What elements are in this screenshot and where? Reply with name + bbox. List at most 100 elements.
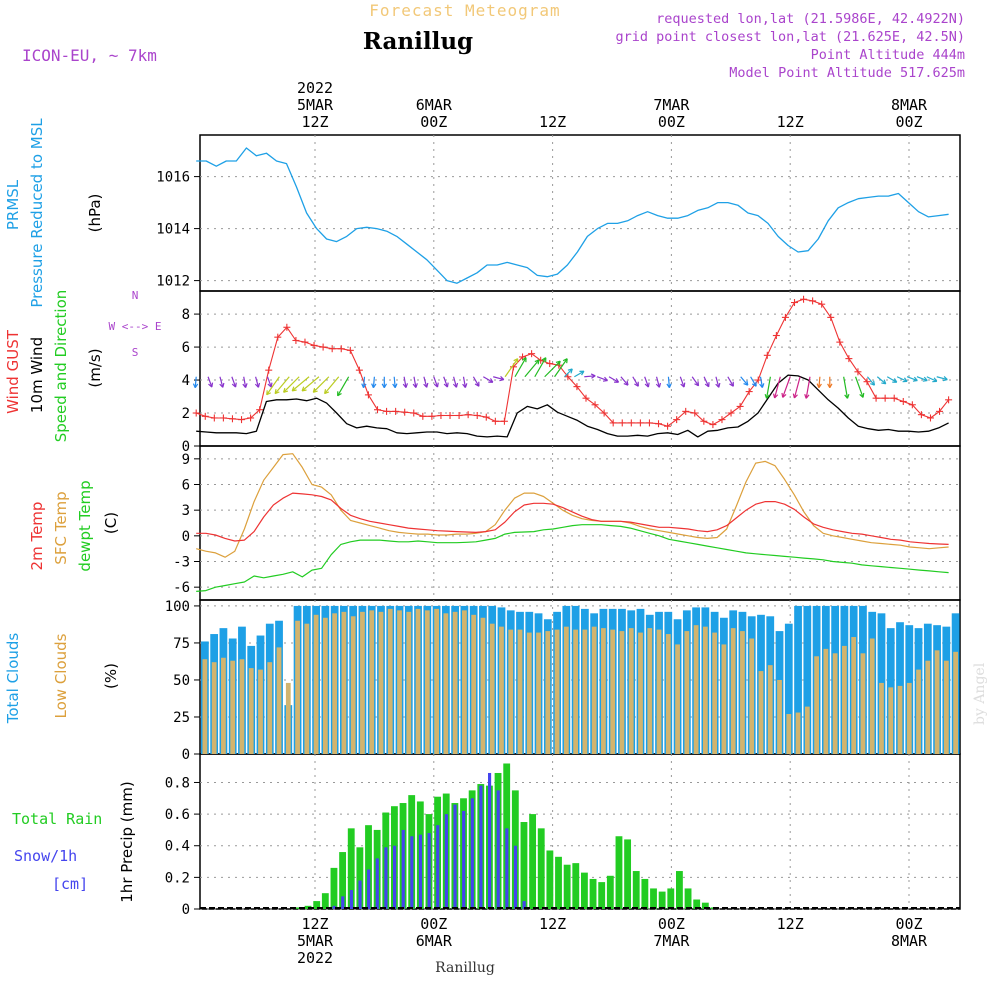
ytick-label-pressure: 1016 xyxy=(156,170,190,186)
low-cloud-bar xyxy=(888,687,894,754)
gust-marker xyxy=(854,368,862,376)
wind-direction-arrow xyxy=(192,376,199,389)
total-rain-label: Total Rain xyxy=(12,810,102,828)
gust-marker xyxy=(364,391,372,399)
gust-marker xyxy=(763,351,771,359)
low-cloud-bar xyxy=(369,610,375,754)
wind-direction-arrow xyxy=(916,376,928,382)
wind-direction-arrow xyxy=(772,376,781,399)
wind-direction-arrow xyxy=(644,376,650,388)
wind-direction-arrow xyxy=(266,376,280,396)
pressure-label-msl: Pressure Reduced to MSL xyxy=(28,118,46,308)
temp-unit-label: (C) xyxy=(102,512,120,534)
low-cloud-bar xyxy=(202,659,208,754)
low-cloud-bar xyxy=(693,625,699,754)
low-cloud-bar xyxy=(832,653,838,754)
gust-marker xyxy=(482,413,490,421)
snow-bar xyxy=(496,790,500,909)
ytick-label-temperature: 0 xyxy=(182,529,190,545)
gust-marker xyxy=(455,411,463,419)
low-cloud-bar xyxy=(610,629,616,754)
wind-direction-arrow xyxy=(620,376,629,386)
chart-marks xyxy=(192,147,960,909)
total-clouds-label: Total Clouds xyxy=(4,633,22,725)
low-cloud-bar xyxy=(953,651,958,754)
low-cloud-bar xyxy=(563,626,569,754)
gust-marker xyxy=(292,336,300,344)
ytick-label-wind: 4 xyxy=(182,373,190,389)
snow-bar xyxy=(505,828,509,909)
snow-unit-label: [cm] xyxy=(52,875,88,893)
gust-marker xyxy=(383,407,391,415)
low-cloud-bar xyxy=(230,660,236,754)
wind-direction-arrow xyxy=(906,376,918,382)
gust-marker xyxy=(419,412,427,420)
top-time-label: 7MAR xyxy=(653,96,690,114)
ytick-label-pressure: 1012 xyxy=(156,274,190,290)
rain-bar xyxy=(701,902,709,909)
wind-direction-arrow xyxy=(254,376,261,388)
low-cloud-bar xyxy=(786,714,792,754)
gust-marker xyxy=(682,407,690,415)
low-cloud-bar xyxy=(304,623,310,754)
wind-direction-arrow xyxy=(764,376,771,399)
ytick-label-precipitation: 0 xyxy=(182,902,190,918)
credit-watermark: by Angel xyxy=(972,662,988,725)
snow-bar xyxy=(393,845,397,909)
bottom-time-label: 12Z xyxy=(539,915,566,933)
top-time-label: 8MAR xyxy=(891,96,928,114)
wind-direction-arrow xyxy=(827,376,833,389)
wind-direction-arrow xyxy=(564,368,573,378)
wind-direction-arrow xyxy=(514,357,527,378)
footer-location: Ranillug xyxy=(435,960,495,976)
low-cloud-bar xyxy=(740,631,745,754)
ytick-label-wind: 6 xyxy=(182,340,190,356)
gust-marker xyxy=(818,300,826,308)
gust-marker xyxy=(727,409,735,417)
bottom-time-label: 00Z xyxy=(420,915,447,933)
rain-bar xyxy=(321,893,329,909)
gust-marker xyxy=(718,416,726,424)
wind-direction-arrow xyxy=(679,376,686,388)
dewpt-temp-label: dewpt Temp xyxy=(76,480,94,571)
wind-direction-arrow xyxy=(381,376,387,389)
top-time-label: 00Z xyxy=(420,113,447,131)
gust-marker xyxy=(274,333,282,341)
wind-gust-line xyxy=(196,298,950,427)
low-cloud-bar xyxy=(601,628,606,754)
wind-direction-arrow xyxy=(324,376,340,395)
rain-bar xyxy=(347,828,355,909)
ytick-label-wind: 8 xyxy=(182,307,190,323)
low-cloud-bar xyxy=(675,644,680,754)
gust-marker xyxy=(700,417,708,425)
low-cloud-bar xyxy=(638,632,643,754)
ytick-label-clouds: 50 xyxy=(173,673,190,689)
low-cloud-bar xyxy=(322,617,328,754)
wind-direction-arrow xyxy=(792,376,801,399)
rain-bar xyxy=(330,867,338,909)
rain-bar xyxy=(624,839,632,909)
wind-speed-line xyxy=(196,374,949,438)
bottom-time-label: 2022 xyxy=(297,949,333,967)
gust-marker xyxy=(655,420,663,428)
ytick-label-wind: 2 xyxy=(182,406,190,422)
gust-marker xyxy=(591,401,599,409)
pressure-unit-label: (hPa) xyxy=(86,194,104,233)
gust-marker xyxy=(500,417,508,425)
wind-direction-arrow xyxy=(242,376,248,388)
top-time-label: 5MAR xyxy=(297,96,334,114)
rain-bar xyxy=(356,847,364,909)
rain-bar xyxy=(684,888,692,909)
wind-direction-arrow xyxy=(703,376,710,388)
rain-bar xyxy=(563,864,571,909)
wind-direction-arrow xyxy=(337,376,350,397)
low-cloud-bar xyxy=(758,671,764,754)
info-line-model-altitude: Model Point Altitude 517.625m xyxy=(729,65,965,81)
top-time-label: 12Z xyxy=(539,113,566,131)
low-cloud-bar xyxy=(619,631,625,754)
wind-direction-arrow xyxy=(231,376,237,388)
low-cloud-bar xyxy=(749,638,755,754)
gust-marker xyxy=(401,408,409,416)
wind-direction-arrow xyxy=(423,376,429,388)
low-cloud-bar xyxy=(517,629,523,754)
